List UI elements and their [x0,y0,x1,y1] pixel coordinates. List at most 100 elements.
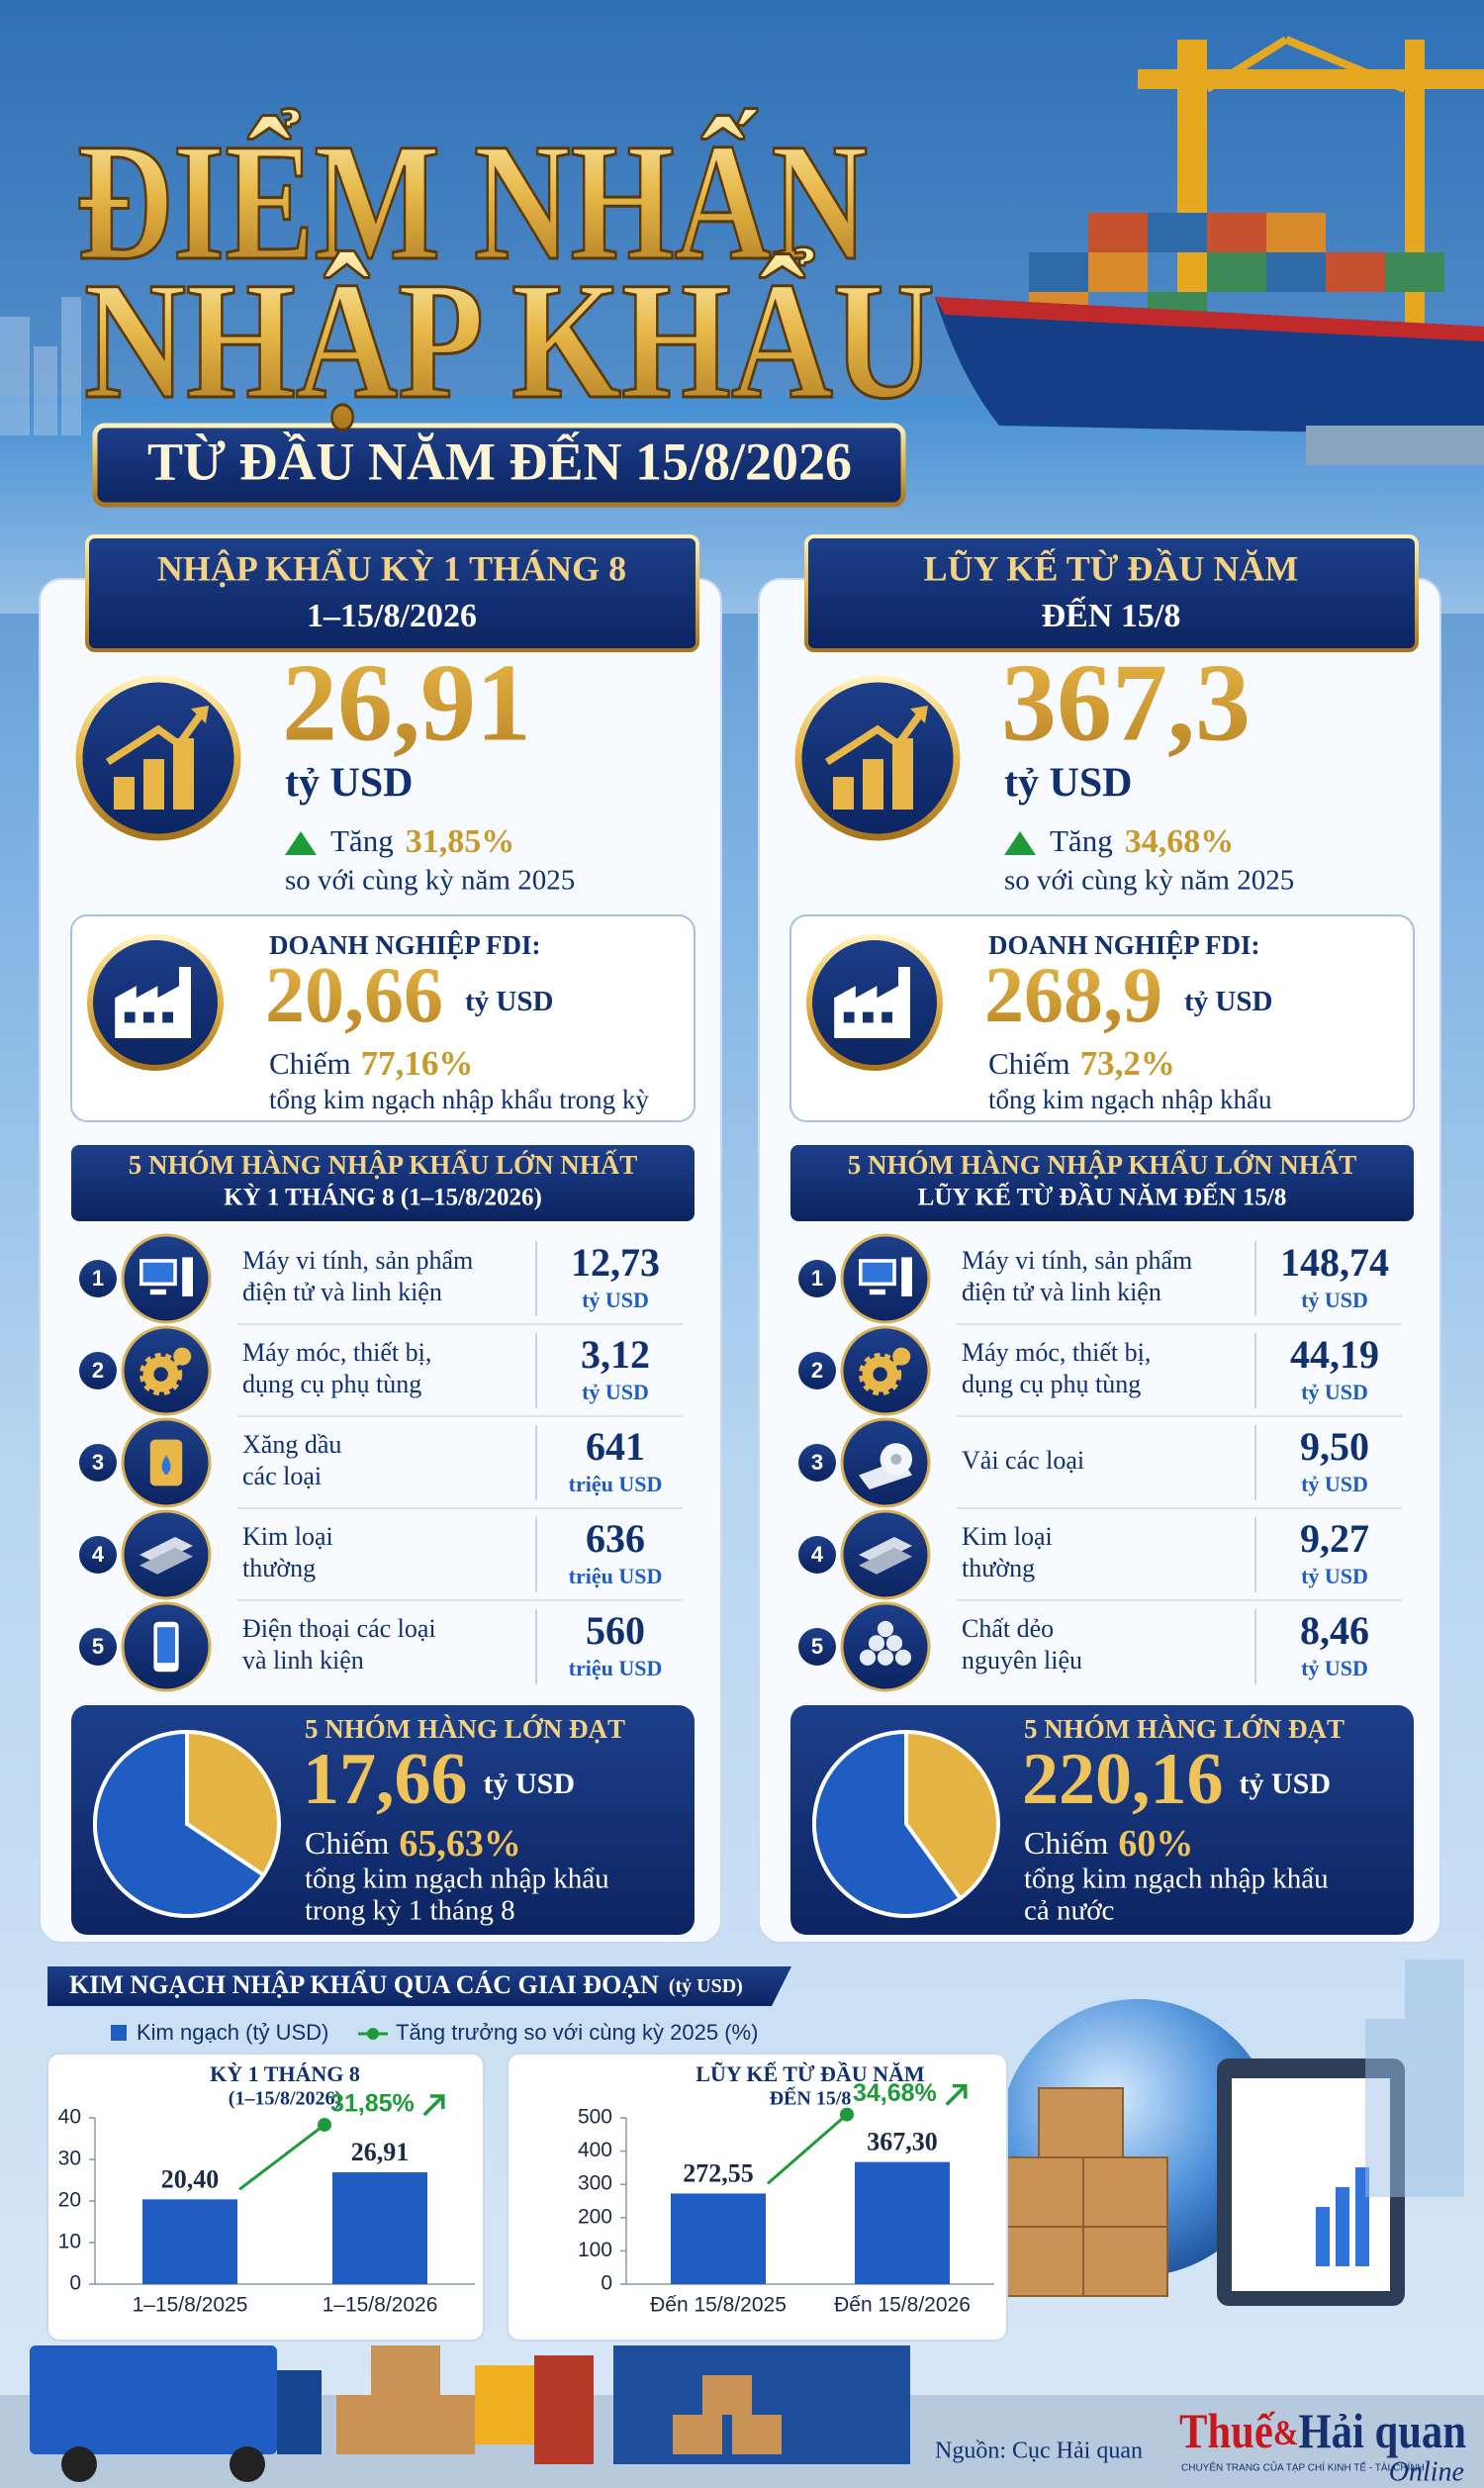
item-name: Kim loại [242,1522,333,1551]
icon-part [191,706,209,723]
icon-part [161,1455,171,1476]
icon-part [824,709,926,766]
rank: 3 [92,1450,104,1475]
summary-share: 65,63% [399,1823,521,1865]
fdi-share-label: Chiếm [988,1046,1070,1081]
summary-unit: tỷ USD [1240,1768,1332,1800]
fdi-title: DOANH NGHIỆP FDI: [269,930,541,960]
icon-part [182,1257,193,1296]
value-label: 26,91 [351,2138,410,2166]
panel-header [804,534,1419,652]
item-unit: tỷ USD [582,1380,649,1404]
bar [855,2161,950,2284]
icon-part [859,1537,912,1564]
icon-part [143,759,164,810]
item-value: 44,19 [1290,1332,1379,1377]
summary-value: 17,66 [303,1739,468,1820]
growth-label: Tăng [1050,823,1113,858]
title: NHẬP KHẨU [84,247,935,433]
item-unit: tỷ USD [1301,1472,1368,1496]
icon-part [142,1262,174,1283]
icon [139,1537,193,1575]
x-tick-label: Đến 15/8/2026 [834,2294,971,2317]
growth-annotation: 31,85% [330,2090,415,2118]
rank: 1 [811,1266,823,1291]
port-scene [935,36,1484,465]
item-name: và linh kiện [242,1646,364,1675]
summary-note: tổng kim ngạch nhập khẩu [1024,1864,1329,1895]
rank-badge [798,1260,836,1297]
icon [859,1443,912,1489]
globe-scene [998,1960,1464,2306]
rank-badge [798,1444,836,1482]
total-unit: tỷ USD [1004,761,1133,807]
item-name: Xăng dầu [242,1430,341,1459]
chart-subtitle: ĐẾN 15/8 [770,2086,852,2110]
fdi-share-label: Chiếm [269,1046,351,1081]
icon [859,1537,912,1575]
growth-dot [318,2117,331,2132]
icon-part [868,1635,885,1652]
icon-part [149,1289,166,1295]
rank-badge [79,1260,117,1297]
summary-share: 60% [1118,1823,1193,1865]
rank: 4 [811,1542,824,1567]
rank: 5 [811,1634,823,1659]
rank-badge [798,1352,836,1389]
total-value: 26,91 [282,642,531,765]
panel-subtitle: 1–15/8/2026 [307,598,477,634]
logo-tagline: CHUYÊN TRANG CỦA TẠP CHÍ KINH TẾ - TÀI C… [1181,2461,1425,2474]
item-name: Máy vi tính, sản phẩm [962,1246,1192,1275]
source: Nguồn: Cục Hải quan [935,2439,1143,2464]
bottom-scene [0,2345,1484,2488]
growth-value: 34,68% [1125,823,1235,860]
icon [859,1620,912,1666]
item-value: 9,50 [1300,1424,1369,1469]
icon-part [124,1011,136,1023]
panel-title: LŨY KẾ TỪ ĐẦU NĂM [924,548,1299,588]
logo-left: Thuế [1179,2403,1275,2458]
icon [149,1439,183,1486]
summary-value: 220,16 [1022,1739,1224,1820]
item-value: 8,46 [1300,1608,1369,1653]
y-tick-label: 30 [58,2148,81,2170]
icon [115,967,191,1038]
section-title-bar [47,1966,791,2006]
fdi-share: 73,2% [1080,1044,1175,1083]
x-tick-label: 1–15/8/2025 [133,2294,248,2317]
item-value: 12,73 [571,1240,660,1285]
icon-part [881,1011,892,1023]
value-label: 272,55 [683,2158,754,2187]
growth-note: so với cùng kỳ năm 2025 [1004,865,1294,897]
icon-part [114,777,135,810]
bar [142,2199,237,2284]
rank: 5 [92,1634,104,1659]
rank-badge [79,1536,117,1574]
item-name: Máy móc, thiết bị, [242,1338,431,1367]
growth-arrow [1004,831,1036,855]
icon-part [885,1635,903,1652]
icon-part [833,777,854,810]
item-unit: triệu USD [569,1656,663,1680]
icon-part [890,1454,902,1465]
item-name: Máy vi tính, sản phẩm [242,1246,473,1275]
rank: 2 [92,1358,104,1383]
icon-part [910,706,928,723]
item-name: Điện thoại các loại [242,1614,436,1643]
icon [858,1347,911,1396]
item-unit: tỷ USD [1301,1656,1368,1680]
legend-dot [367,2028,379,2040]
growth-arrow [945,2083,968,2106]
item-name: thường [242,1554,316,1582]
fdi-note: tổng kim ngạch nhập khẩu [988,1085,1272,1114]
title: ĐIỂM NHẤN [76,108,868,295]
legend-label: Tăng trưởng so với cùng kỳ 2025 (%) [396,2020,758,2045]
summary-note: trong kỳ 1 tháng 8 [305,1895,515,1927]
y-tick-label: 300 [578,2172,612,2195]
value-label: 20,40 [161,2164,220,2193]
rank: 1 [92,1266,104,1291]
icon [824,706,928,810]
item-name: nguyên liệu [962,1646,1082,1675]
icon-part [892,738,913,810]
